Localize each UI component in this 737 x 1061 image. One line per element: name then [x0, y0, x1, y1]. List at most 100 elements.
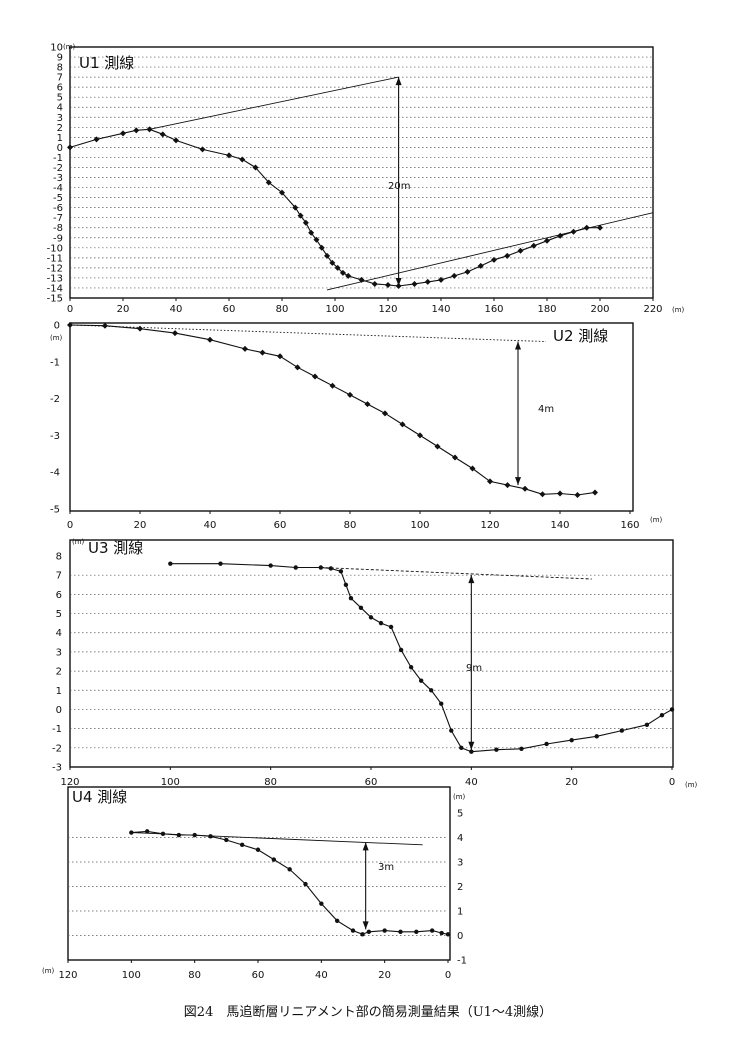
u2-data-point [504, 482, 511, 489]
u3-y-tick-label: 4 [56, 628, 62, 639]
u1-measure-label: 20m [388, 181, 410, 192]
u2-data-point [592, 489, 598, 496]
u2-data-point [364, 401, 371, 408]
u2-data-point [312, 373, 318, 380]
u1-data-point [313, 236, 320, 243]
u1-y-tick-label: 4 [57, 103, 63, 114]
u4-measure-arrow-head-bottom [362, 921, 369, 930]
u1-y-tick-label: -15 [47, 294, 63, 305]
u4-y-tick-label: 4 [457, 833, 463, 844]
u3-y-tick-label: 5 [56, 609, 62, 620]
u1-x-unit: (m) [672, 306, 685, 314]
u3-series-line [170, 563, 673, 753]
u1-data-point [302, 219, 309, 226]
u1-data-point [292, 204, 299, 211]
u1-data-point [308, 229, 315, 236]
u4-y-tick-label: -1 [457, 956, 467, 967]
u2-data-point [469, 465, 476, 472]
u1-data-point [477, 262, 484, 269]
u1-data-point [424, 278, 431, 285]
u2-data-point [137, 325, 143, 332]
u4-x-tick-label: 80 [188, 970, 201, 981]
u4-data-point [350, 928, 356, 933]
u1-measure-arrow-head-top [395, 77, 402, 86]
u3-data-point [338, 569, 344, 574]
u2-data-point [242, 345, 248, 352]
u4-y-unit: (m) [453, 793, 466, 801]
u1-guide-line [149, 76, 399, 130]
u1-data-point [395, 282, 402, 289]
u3-x-unit: (m) [685, 781, 698, 789]
chart-u1: 109876543210-1-2-3-4-5-6-7-8-9-10-11-12-… [47, 43, 685, 316]
u1-x-tick-label: 20 [117, 304, 130, 315]
u1-y-tick-label: -8 [53, 223, 63, 234]
u2-x-tick-label: 0 [67, 520, 73, 531]
u3-data-point [519, 746, 524, 751]
u2-x-tick-label: 20 [134, 520, 147, 531]
u2-data-point [259, 349, 266, 356]
u1-data-point [544, 237, 550, 244]
u3-y-tick-label: 3 [56, 647, 62, 658]
u2-data-point [557, 490, 563, 497]
u1-data-point [339, 269, 346, 276]
u3-data-point [343, 582, 349, 587]
u2-data-point [399, 421, 406, 428]
u3-data-point [439, 701, 444, 706]
u3-plot-frame [69, 539, 674, 768]
u1-y-tick-label: 0 [57, 143, 63, 154]
u1-data-point [583, 224, 590, 231]
u1-data-point [438, 276, 444, 283]
u1-y-tick-label: -12 [47, 263, 63, 274]
u4-data-point [445, 932, 451, 937]
u2-y-unit: (m) [50, 334, 63, 342]
u1-data-point [67, 144, 73, 151]
u3-x-tick-label: 120 [60, 777, 79, 788]
u3-data-point [418, 678, 424, 683]
u1-data-point [226, 152, 232, 159]
u2-measure-arrow-head-bottom [515, 477, 521, 486]
u1-data-point [570, 228, 577, 235]
u1-data-point [265, 179, 272, 186]
u1-chart-title: U1 測線 [79, 54, 134, 72]
u3-data-point [218, 561, 223, 566]
u1-measure-arrow-head-bottom [395, 277, 402, 286]
u3-data-point [594, 734, 599, 739]
u2-y-tick-label: -4 [50, 468, 60, 479]
u1-data-point [173, 137, 179, 144]
u1-plot-frame [69, 46, 654, 299]
u1-data-point [133, 127, 140, 134]
u1-data-point [491, 256, 497, 263]
u1-data-point [324, 252, 331, 259]
u3-data-point [469, 749, 474, 754]
u3-measure-label: 9m [466, 663, 482, 674]
u1-y-tick-label: -5 [53, 193, 63, 204]
u3-y-tick-label: 0 [56, 705, 62, 716]
u1-y-tick-label: 9 [57, 53, 63, 64]
u4-measure-label: 3m [378, 862, 394, 873]
u1-data-point [464, 268, 471, 275]
u3-measure-arrow-head-top [468, 575, 475, 584]
u3-data-point [368, 615, 374, 620]
u3-y-tick-label: 8 [56, 552, 62, 563]
u4-data-point [224, 837, 229, 843]
u4-data-point [287, 867, 292, 872]
u1-y-tick-label: 3 [57, 113, 63, 124]
u2-y-tick-label: -1 [50, 357, 60, 368]
u1-x-tick-label: 200 [590, 304, 609, 315]
u3-data-point [358, 605, 364, 610]
u3-y-tick-label: -3 [52, 763, 62, 774]
u2-plot-frame [69, 322, 634, 512]
u3-guide-line [320, 567, 592, 580]
u1-data-point [329, 259, 336, 266]
u2-x-tick-label: 60 [274, 520, 287, 531]
u3-data-point [408, 665, 414, 670]
u4-measure-arrow-head-top [362, 842, 369, 851]
u4-series-line [131, 830, 449, 935]
u3-data-point [429, 688, 434, 693]
u1-x-tick-label: 160 [484, 304, 503, 315]
u1-data-point [530, 242, 537, 249]
u1-y-tick-label: -7 [53, 213, 63, 224]
u2-data-point [294, 364, 301, 371]
u1-data-point [146, 126, 153, 133]
